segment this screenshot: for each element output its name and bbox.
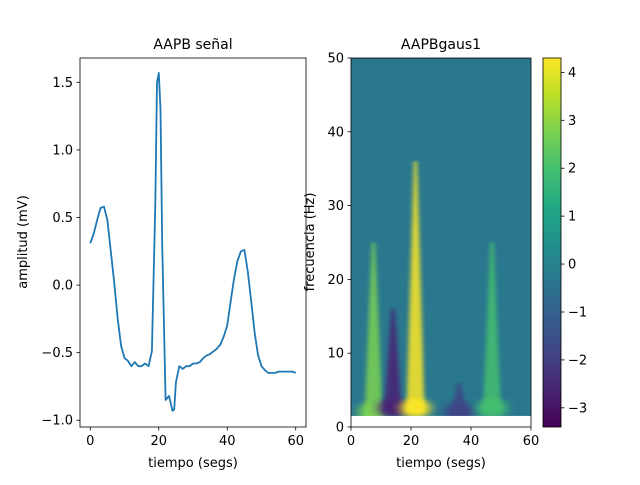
scalogram-feature [384, 308, 402, 413]
signal-y-tick-label: 1.0 [52, 143, 73, 158]
signal-chart: AAPB señal −1.0−0.50.00.51.01.5 0 20 40 60 … [16, 37, 307, 471]
scalogram-x-ticks: 0 20 40 60 [347, 427, 539, 449]
colorbar-tick-label: −3 [568, 401, 587, 416]
scalogram-x-tick-label: 20 [403, 434, 420, 449]
scalogram-y-tick-label: 30 [327, 199, 344, 214]
signal-y-tick-label: 1.5 [52, 76, 73, 91]
scalogram-empty-band [351, 415, 531, 427]
colorbar-tick-label: 1 [568, 210, 576, 225]
scalogram-x-tick-label: 40 [463, 434, 480, 449]
scalogram-background [351, 58, 531, 427]
scalogram-x-tick-label: 60 [523, 434, 540, 449]
scalogram-feature [450, 382, 468, 416]
colorbar-gradient [542, 57, 562, 428]
colorbar: −3 −2 −1 0 1 2 3 4 [542, 57, 587, 428]
signal-series [89, 72, 297, 412]
signal-y-axis-label: amplitud (mV) [16, 195, 31, 289]
colorbar-tick-label: 3 [568, 114, 576, 129]
colorbar-tick-label: 4 [568, 66, 576, 81]
colorbar-tick-label: 2 [568, 162, 576, 177]
scalogram-chart: AAPBgaus1 0 10 20 30 40 50 0 20 40 60 tiempo (se… [303, 37, 539, 471]
colorbar-tick-label: −2 [568, 353, 587, 368]
scalogram-feature [364, 242, 383, 416]
signal-x-tick-label: 60 [287, 434, 304, 449]
scalogram-frame [350, 57, 532, 428]
signal-x-axis-label: tiempo (segs) [148, 456, 238, 471]
signal-y-tick-label: −1.0 [41, 414, 73, 429]
scalogram-y-tick-label: 0 [336, 421, 344, 436]
colorbar-tick-label: −1 [568, 305, 587, 320]
signal-y-tick-label: −0.5 [41, 346, 73, 361]
signal-x-ticks: 0 20 40 60 [86, 427, 304, 449]
scalogram-feature [406, 161, 425, 413]
signal-y-tick-label: 0.5 [52, 211, 73, 226]
signal-x-tick-label: 0 [86, 434, 94, 449]
signal-plot-frame [79, 57, 307, 428]
signal-x-tick-label: 20 [150, 434, 167, 449]
scalogram-y-tick-label: 20 [327, 273, 344, 288]
signal-chart-title: AAPB señal [153, 37, 232, 53]
scalogram-y-ticks: 0 10 20 30 40 50 [327, 52, 351, 436]
scalogram-features [358, 161, 507, 422]
signal-y-ticks: −1.0 −0.5 0.0 0.5 1.0 1.5 [41, 76, 80, 429]
scalogram-x-axis-label: tiempo (segs) [396, 456, 486, 471]
scalogram-y-tick-label: 10 [327, 347, 344, 362]
scalogram-feature [483, 242, 501, 413]
signal-y-tick-label: 0.0 [52, 279, 73, 294]
scalogram-y-axis-label: frecuencia (Hz) [303, 193, 318, 292]
scalogram-y-tick-label: 50 [327, 52, 344, 67]
signal-x-tick-label: 40 [219, 434, 236, 449]
signal-line [89, 72, 297, 412]
scalogram-x-tick-label: 0 [347, 434, 355, 449]
scalogram-title: AAPBgaus1 [401, 37, 481, 53]
colorbar-tick-label: 0 [568, 258, 576, 273]
scalogram-y-tick-label: 40 [327, 125, 344, 140]
colorbar-ticks: −3 −2 −1 0 1 2 3 4 [561, 66, 587, 416]
